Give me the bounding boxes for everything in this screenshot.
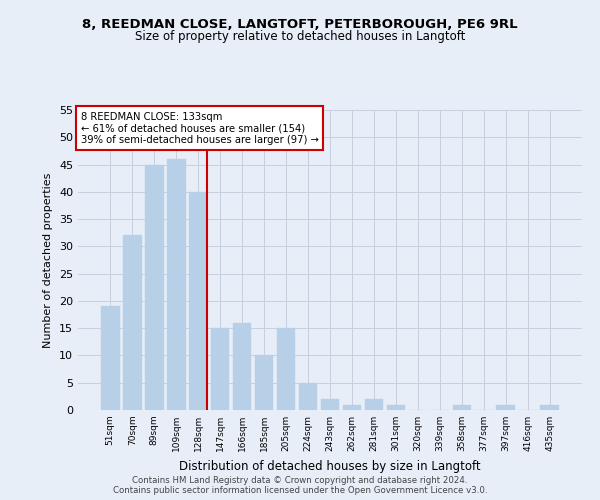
Bar bbox=[365, 399, 383, 410]
Bar bbox=[343, 404, 361, 410]
Text: 8 REEDMAN CLOSE: 133sqm
← 61% of detached houses are smaller (154)
39% of semi-d: 8 REEDMAN CLOSE: 133sqm ← 61% of detache… bbox=[80, 112, 319, 144]
Text: Contains HM Land Registry data © Crown copyright and database right 2024.: Contains HM Land Registry data © Crown c… bbox=[132, 476, 468, 485]
Bar bbox=[211, 328, 229, 410]
Y-axis label: Number of detached properties: Number of detached properties bbox=[43, 172, 53, 348]
Bar bbox=[496, 404, 515, 410]
Bar bbox=[277, 328, 295, 410]
Bar bbox=[145, 164, 164, 410]
Bar bbox=[123, 236, 142, 410]
Bar bbox=[167, 159, 185, 410]
X-axis label: Distribution of detached houses by size in Langtoft: Distribution of detached houses by size … bbox=[179, 460, 481, 472]
Bar bbox=[541, 404, 559, 410]
Text: 8, REEDMAN CLOSE, LANGTOFT, PETERBOROUGH, PE6 9RL: 8, REEDMAN CLOSE, LANGTOFT, PETERBOROUGH… bbox=[82, 18, 518, 30]
Text: Size of property relative to detached houses in Langtoft: Size of property relative to detached ho… bbox=[135, 30, 465, 43]
Text: Contains public sector information licensed under the Open Government Licence v3: Contains public sector information licen… bbox=[113, 486, 487, 495]
Bar bbox=[101, 306, 119, 410]
Bar bbox=[386, 404, 405, 410]
Bar bbox=[299, 382, 317, 410]
Bar bbox=[189, 192, 208, 410]
Bar bbox=[233, 322, 251, 410]
Bar bbox=[452, 404, 471, 410]
Bar bbox=[320, 399, 340, 410]
Bar bbox=[255, 356, 274, 410]
